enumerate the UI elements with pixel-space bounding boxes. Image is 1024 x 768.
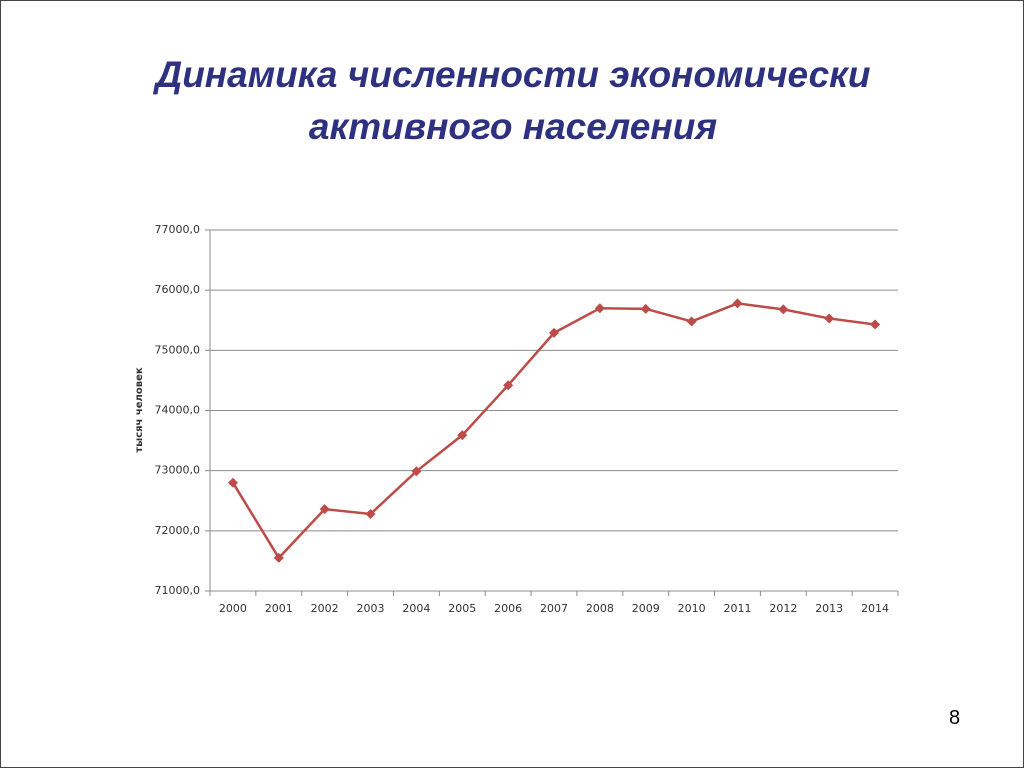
data-point xyxy=(686,316,697,327)
series-line xyxy=(231,302,876,560)
data-point xyxy=(457,430,468,441)
data-point xyxy=(824,313,835,324)
x-tick-label: 2012 xyxy=(769,602,797,615)
y-tick-label: 71000,0 xyxy=(155,584,201,597)
x-tick-label: 2007 xyxy=(540,602,568,615)
y-tick-label: 75000,0 xyxy=(155,343,201,356)
x-tick-label: 2006 xyxy=(494,602,522,615)
x-tick-label: 2005 xyxy=(448,602,476,615)
x-tick-label: 2004 xyxy=(402,602,430,615)
data-point xyxy=(365,508,376,519)
data-point xyxy=(870,319,881,330)
data-point xyxy=(319,504,330,515)
x-tick-label: 2009 xyxy=(632,602,660,615)
x-tick-label: 2010 xyxy=(678,602,706,615)
y-tick-label: 77000,0 xyxy=(155,223,201,236)
x-tick-label: 2003 xyxy=(357,602,385,615)
data-point xyxy=(503,380,514,391)
chart-title: Динамика численности экономически активн… xyxy=(155,54,871,147)
page-number: 8 xyxy=(949,707,961,729)
x-tick-label: 2008 xyxy=(586,602,614,615)
x-tick-label: 2013 xyxy=(815,602,843,615)
data-point xyxy=(411,466,422,477)
data-point xyxy=(549,327,559,338)
data-point xyxy=(227,477,238,488)
x-tick-label: 2002 xyxy=(311,602,339,615)
data-point xyxy=(273,552,284,563)
y-tick-label: 73000,0 xyxy=(155,464,201,477)
data-point xyxy=(732,298,743,309)
y-tick-label: 76000,0 xyxy=(155,283,201,296)
y-axis-label: тысяч человек xyxy=(134,367,145,452)
x-tick-label: 2014 xyxy=(861,602,889,615)
x-tick-label: 2011 xyxy=(723,602,751,615)
y-tick-label: 74000,0 xyxy=(155,404,201,417)
data-point xyxy=(640,303,651,314)
data-point xyxy=(594,303,605,314)
x-tick-label: 2001 xyxy=(265,602,293,615)
x-tick-label: 2000 xyxy=(219,602,247,615)
data-point xyxy=(778,304,789,315)
y-tick-label: 72000,0 xyxy=(155,524,201,537)
